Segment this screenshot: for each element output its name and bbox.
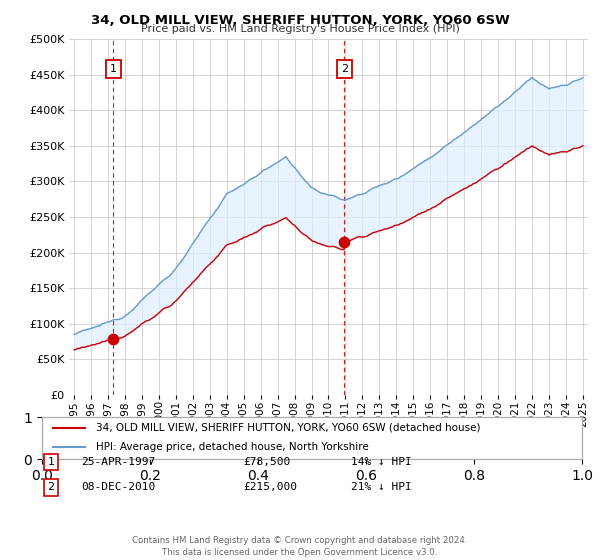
Text: Price paid vs. HM Land Registry's House Price Index (HPI): Price paid vs. HM Land Registry's House … <box>140 24 460 34</box>
Text: 34, OLD MILL VIEW, SHERIFF HUTTON, YORK, YO60 6SW (detached house): 34, OLD MILL VIEW, SHERIFF HUTTON, YORK,… <box>96 423 481 433</box>
Text: 34, OLD MILL VIEW, SHERIFF HUTTON, YORK, YO60 6SW: 34, OLD MILL VIEW, SHERIFF HUTTON, YORK,… <box>91 14 509 27</box>
Text: 2: 2 <box>47 482 55 492</box>
Point <box>109 334 118 343</box>
Text: 21% ↓ HPI: 21% ↓ HPI <box>351 482 412 492</box>
Text: 25-APR-1997: 25-APR-1997 <box>81 457 155 467</box>
Text: 08-DEC-2010: 08-DEC-2010 <box>81 482 155 492</box>
Text: 14% ↓ HPI: 14% ↓ HPI <box>351 457 412 467</box>
Text: £215,000: £215,000 <box>243 482 297 492</box>
Text: HPI: Average price, detached house, North Yorkshire: HPI: Average price, detached house, Nort… <box>96 442 369 452</box>
Text: 1: 1 <box>47 457 55 467</box>
Text: 1: 1 <box>110 64 117 74</box>
Text: 2: 2 <box>341 64 348 74</box>
Point <box>340 237 349 246</box>
Text: Contains HM Land Registry data © Crown copyright and database right 2024.
This d: Contains HM Land Registry data © Crown c… <box>132 536 468 557</box>
Text: £78,500: £78,500 <box>243 457 290 467</box>
